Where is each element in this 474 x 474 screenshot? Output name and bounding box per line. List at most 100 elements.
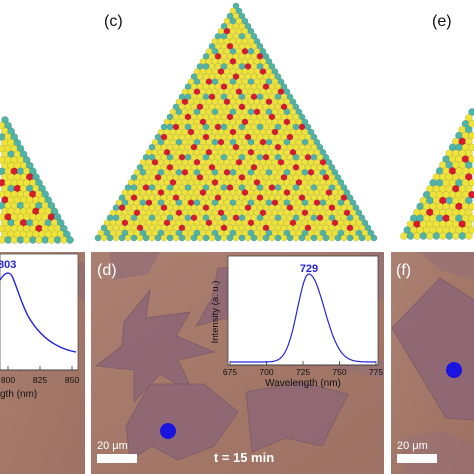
atom [44,196,53,204]
atom [468,202,474,211]
atom [464,125,473,134]
atom [468,120,474,128]
atom [468,131,474,140]
atom [262,53,270,60]
atom [295,108,303,116]
spectrum-curve-d [230,273,376,363]
atom [468,179,474,187]
atom [241,17,249,25]
atom [1,116,9,124]
atom [352,234,360,242]
atom [29,167,37,176]
inset-ticks: 675 700 725 750 775 [223,361,383,377]
atom [274,234,282,242]
atom [468,155,474,163]
atom [400,232,408,240]
atom [406,232,415,240]
measurement-spot-d [160,423,176,439]
atom [238,234,246,242]
atom [298,234,306,242]
atom [413,232,421,240]
left-xtick-850: 850 [65,375,79,385]
atom [280,83,288,90]
atom [268,63,276,70]
atom [464,196,473,205]
atom [184,234,192,242]
atom [94,234,102,242]
atom [322,153,330,161]
left-xtick-825: 825 [33,375,47,385]
left-xtick-800: 800 [1,375,15,385]
atom [19,150,28,159]
atom [196,234,204,242]
atom [464,137,473,146]
atom [468,190,474,199]
inset-xtick-label: 675 [223,367,237,377]
atom [316,234,324,242]
atom [301,118,309,126]
atom [364,234,372,242]
atom [250,33,258,40]
atom [298,113,306,121]
atom [355,209,363,217]
lattice-model-e [400,108,474,240]
inset-xtick-label: 775 [369,367,383,377]
inset-xtick-label: 725 [296,367,310,377]
atom [32,173,40,181]
atom [458,232,467,240]
atom [426,232,434,240]
atom [10,133,19,141]
atom [328,164,336,171]
atom [445,232,454,240]
atom [468,167,474,175]
atom [286,93,294,101]
atom [316,143,324,151]
atom [232,2,240,10]
atom [352,204,360,211]
atom [265,58,273,65]
atom [343,189,351,196]
atom [307,128,315,136]
atom [346,234,354,242]
atom [50,207,59,216]
atom [13,139,22,147]
atom [166,234,174,242]
atom [100,234,108,242]
atom [118,234,126,242]
atom [232,234,240,242]
atom [172,234,180,242]
atom [22,156,31,164]
inset-spectrum-d: 675 700 725 750 775 729 Intensity (a. u.) Wa… [210,255,383,389]
atom [142,234,150,242]
atom [4,121,12,130]
atom [63,230,71,239]
atom [124,234,132,242]
micrograph-f: 20 μm [391,252,474,474]
atom [451,232,460,240]
atom [154,234,162,242]
atom [334,234,342,242]
atom [304,234,312,242]
lattice-model-c [94,2,378,242]
micrograph-left-fragment: 800 825 850 gth (nm) 803 [0,252,85,474]
panel-label-c: (c) [104,13,123,30]
atom [7,127,15,136]
atom [41,190,50,199]
atom [319,148,327,156]
measurement-spot-f [446,362,462,378]
atom [464,161,473,169]
atom [259,48,267,55]
atom [468,143,474,152]
atom [468,108,474,116]
atom [35,179,43,187]
atom [277,78,285,85]
flake-star-bottom [125,383,239,461]
atom [136,234,144,242]
atom [130,234,138,242]
atom [464,208,473,217]
atom [280,234,288,242]
atom [340,234,348,242]
lattice-model-left-fragment [0,116,74,244]
atom [53,213,62,221]
spectrum-left-fragment [0,272,77,353]
